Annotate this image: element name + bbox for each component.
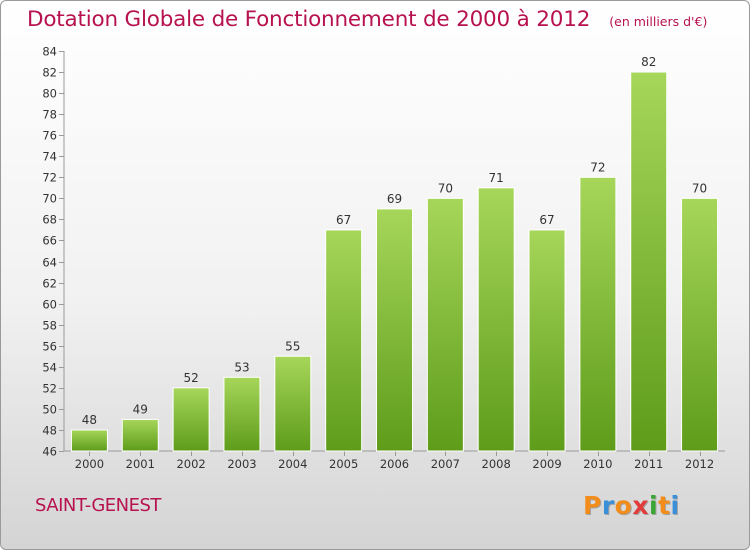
- logo-letter: r: [601, 491, 615, 520]
- x-tick-label: 2010: [583, 457, 612, 471]
- y-tick-label: 62: [42, 277, 57, 291]
- x-tick-label: 2003: [227, 457, 256, 471]
- label-layer: 48 2000 49 2001 52 2002 53 2003 55 2004 67 2005 69 20…: [75, 55, 714, 471]
- y-tick-label: 82: [42, 66, 57, 80]
- bar: [70, 429, 108, 452]
- y-tick-label: 80: [42, 87, 57, 101]
- x-tick-label: 2011: [634, 457, 663, 471]
- y-tick-label: 56: [42, 340, 57, 354]
- bar: [223, 376, 261, 452]
- x-tick-label: 2001: [126, 457, 155, 471]
- bar-value-label: 55: [285, 339, 300, 353]
- bar-value-label: 70: [438, 181, 453, 195]
- axis-layer: 46 48 50 52 54 56 58 60 62 64 66 68 70 72 74 76 78 80 82 84: [42, 45, 725, 459]
- bar-value-label: 67: [336, 213, 351, 227]
- bar-value-label: 67: [539, 213, 554, 227]
- x-tick-label: 2004: [278, 457, 307, 471]
- y-tick-label: 54: [42, 361, 57, 375]
- bar: [172, 387, 210, 452]
- x-tick-label: 2002: [176, 457, 205, 471]
- bar-value-label: 49: [133, 402, 148, 416]
- logo-letter: o: [614, 491, 633, 520]
- x-tick-label: 2007: [431, 457, 460, 471]
- bar: [579, 176, 617, 452]
- y-tick-label: 50: [42, 403, 57, 417]
- bar-value-label: 70: [692, 181, 707, 195]
- bar: [325, 229, 363, 452]
- bar: [630, 71, 668, 452]
- bar: [274, 355, 312, 452]
- y-tick-label: 76: [42, 129, 57, 143]
- bar-value-label: 69: [387, 192, 402, 206]
- bar-value-label: 53: [234, 360, 249, 374]
- bar-value-label: 48: [82, 413, 97, 427]
- bar: [426, 197, 464, 452]
- bar-value-label: 72: [590, 160, 605, 174]
- bar-value-label: 82: [641, 55, 656, 69]
- x-tick-label: 2000: [75, 457, 104, 471]
- commune-name: SAINT-GENEST: [35, 495, 161, 516]
- y-tick-label: 68: [42, 213, 57, 227]
- y-tick-label: 64: [42, 256, 57, 270]
- logo-letter: P: [583, 491, 602, 520]
- x-tick-label: 2012: [685, 457, 714, 471]
- x-tick-label: 2005: [329, 457, 358, 471]
- y-tick-label: 48: [42, 424, 57, 438]
- bar: [681, 197, 719, 452]
- bar: [477, 187, 515, 452]
- y-tick-label: 58: [42, 319, 57, 333]
- y-tick-label: 74: [42, 150, 57, 164]
- x-tick-label: 2006: [380, 457, 409, 471]
- bar-value-label: 52: [183, 371, 198, 385]
- bar-layer: [70, 71, 719, 452]
- y-tick-label: 72: [42, 171, 57, 185]
- chart-unit: (en milliers d'€): [609, 14, 708, 29]
- chart-title: Dotation Globale de Fonctionnement de 20…: [27, 7, 591, 32]
- x-tick-label: 2009: [532, 457, 561, 471]
- y-tick-label: 52: [42, 382, 57, 396]
- title-row: Dotation Globale de Fonctionnement de 20…: [27, 7, 707, 32]
- y-tick-label: 84: [42, 45, 57, 59]
- bar-value-label: 71: [489, 171, 504, 185]
- x-tick-label: 2008: [482, 457, 511, 471]
- logo-letter: t: [658, 491, 671, 520]
- y-tick-label: 46: [42, 445, 57, 459]
- y-tick-label: 70: [42, 192, 57, 206]
- y-tick-label: 66: [42, 234, 57, 248]
- logo-letter: x: [632, 491, 649, 520]
- y-tick-label: 60: [42, 298, 57, 312]
- logo-letter: i: [649, 491, 659, 520]
- proxiti-logo[interactable]: Proxiti: [583, 491, 680, 520]
- bar: [376, 208, 413, 452]
- bar: [121, 418, 159, 452]
- logo-letter: i: [670, 491, 680, 520]
- y-tick-label: 78: [42, 108, 57, 122]
- bar: [528, 229, 566, 452]
